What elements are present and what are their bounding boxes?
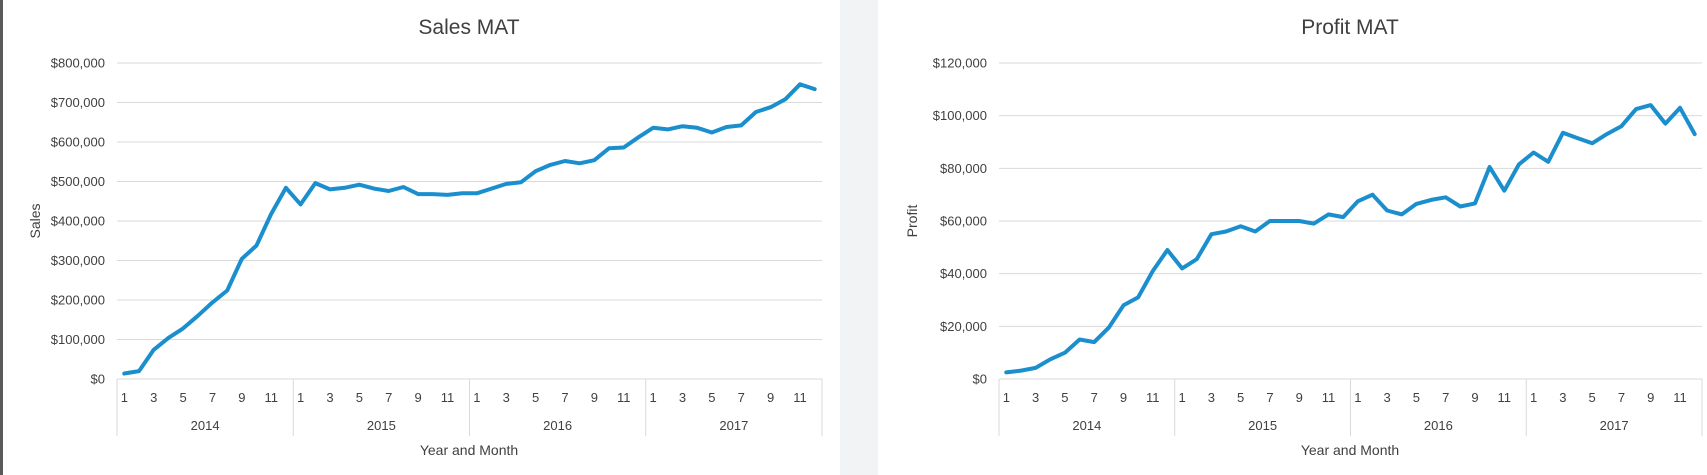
x-axis-title: Year and Month <box>420 442 518 458</box>
y-tick-label: $0 <box>973 372 987 387</box>
month-tick-label: 3 <box>1032 390 1039 405</box>
sales-mat-chart-panel: Sales MAT $0 $100,000 $200,000 $300,000 $400,… <box>3 0 840 475</box>
month-tick-label: 1 <box>1530 390 1537 405</box>
y-tick-label: $20,000 <box>940 319 987 334</box>
month-tick-label: 1 <box>1178 390 1185 405</box>
month-tick-label: 9 <box>1471 390 1478 405</box>
month-tick-label: 9 <box>1647 390 1654 405</box>
month-tick-label: 11 <box>264 390 278 405</box>
month-tick-label: 3 <box>150 390 157 405</box>
y-axis-title: Profit <box>904 205 920 238</box>
y-tick-label: $100,000 <box>51 332 105 347</box>
month-tick-label: 7 <box>1442 390 1449 405</box>
y-axis-title: Sales <box>27 203 43 238</box>
month-tick-label: 9 <box>767 390 774 405</box>
month-tick-label: 1 <box>1354 390 1361 405</box>
month-tick-label: 9 <box>414 390 421 405</box>
month-tick-label: 9 <box>1296 390 1303 405</box>
year-label: 2015 <box>1248 418 1277 433</box>
year-label: 2015 <box>367 418 396 433</box>
month-tick-label: 9 <box>238 390 245 405</box>
month-tick-label: 1 <box>121 390 128 405</box>
month-tick-label: 5 <box>1237 390 1244 405</box>
month-tick-label: 11 <box>1146 390 1160 405</box>
chart-title: Sales MAT <box>418 16 519 39</box>
month-tick-label: 7 <box>209 390 216 405</box>
month-tick-label: 11 <box>793 390 807 405</box>
window-left-edge <box>0 0 3 475</box>
month-tick-label: 3 <box>503 390 510 405</box>
month-tick-label: 1 <box>473 390 480 405</box>
y-tick-label: $100,000 <box>933 108 987 123</box>
year-label: 2016 <box>543 418 572 433</box>
month-tick-label: 9 <box>591 390 598 405</box>
x-axis-title: Year and Month <box>1301 442 1399 458</box>
month-tick-label: 1 <box>649 390 656 405</box>
y-tick-label: $300,000 <box>51 253 105 268</box>
month-tick-label: 5 <box>356 390 363 405</box>
month-tick-label: 1 <box>1003 390 1010 405</box>
month-tick-label: 5 <box>1589 390 1596 405</box>
y-tick-label: $800,000 <box>51 56 105 71</box>
month-tick-label: 5 <box>708 390 715 405</box>
month-tick-label: 11 <box>617 390 631 405</box>
year-label: 2017 <box>719 418 748 433</box>
year-label: 2014 <box>191 418 220 433</box>
month-tick-label: 7 <box>738 390 745 405</box>
month-tick-label: 3 <box>1559 390 1566 405</box>
chart-title: Profit MAT <box>1301 16 1399 39</box>
profit-mat-chart-panel: Profit MAT $0 $20,000 $40,000 $60,000 $80,000… <box>878 0 1707 475</box>
year-label: 2017 <box>1600 418 1629 433</box>
sales-mat-chart: Sales MAT $0 $100,000 $200,000 $300,000 $400,… <box>27 16 823 458</box>
y-tick-label: $0 <box>91 372 105 387</box>
month-tick-label: 11 <box>1673 390 1687 405</box>
month-tick-label: 3 <box>326 390 333 405</box>
year-label: 2016 <box>1424 418 1453 433</box>
month-tick-label: 3 <box>1208 390 1215 405</box>
profit-mat-chart: Profit MAT $0 $20,000 $40,000 $60,000 $80,000… <box>904 16 1703 458</box>
month-tick-label: 3 <box>1383 390 1390 405</box>
y-tick-label: $400,000 <box>51 214 105 229</box>
month-tick-label: 3 <box>679 390 686 405</box>
month-tick-label: 1 <box>297 390 304 405</box>
month-tick-label: 11 <box>1498 390 1512 405</box>
month-tick-label: 5 <box>1413 390 1420 405</box>
month-tick-label: 5 <box>1061 390 1068 405</box>
series-line <box>122 82 817 376</box>
month-tick-label: 7 <box>1266 390 1273 405</box>
series-line <box>1004 103 1697 375</box>
y-tick-label: $80,000 <box>940 161 987 176</box>
month-tick-label: 11 <box>441 390 455 405</box>
y-tick-label: $120,000 <box>933 56 987 71</box>
month-tick-label: 7 <box>1618 390 1625 405</box>
month-tick-label: 7 <box>561 390 568 405</box>
month-tick-label: 11 <box>1322 390 1336 405</box>
y-tick-label: $600,000 <box>51 135 105 150</box>
year-label: 2014 <box>1072 418 1101 433</box>
y-tick-label: $700,000 <box>51 95 105 110</box>
y-tick-label: $60,000 <box>940 214 987 229</box>
y-tick-label: $40,000 <box>940 266 987 281</box>
month-tick-label: 7 <box>385 390 392 405</box>
month-tick-label: 5 <box>532 390 539 405</box>
y-tick-label: $500,000 <box>51 174 105 189</box>
month-tick-label: 7 <box>1091 390 1098 405</box>
month-tick-label: 5 <box>179 390 186 405</box>
y-tick-label: $200,000 <box>51 293 105 308</box>
month-tick-label: 9 <box>1120 390 1127 405</box>
